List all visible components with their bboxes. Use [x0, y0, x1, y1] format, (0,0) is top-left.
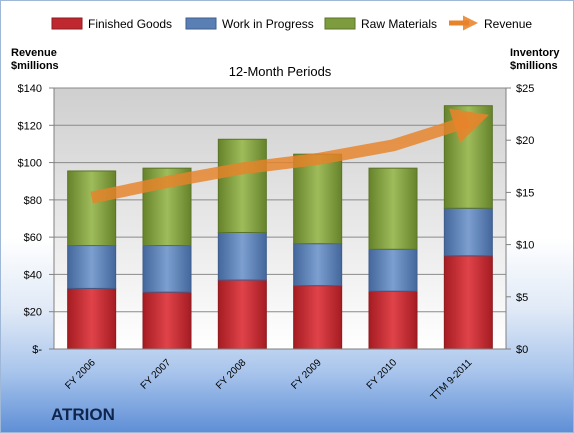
left-tick-label: $40 [24, 269, 42, 281]
left-axis-title-line2: $millions [11, 60, 59, 72]
x-tick-label: FY 2010 [365, 357, 400, 392]
legend-swatch-work-in-progress [185, 17, 217, 30]
right-axis-title-line2: $millions [510, 60, 558, 72]
legend: Finished Goods Work in Progress Raw Mate… [51, 15, 532, 31]
right-tick-label: $15 [516, 187, 534, 199]
right-tick-label: $5 [516, 292, 528, 304]
legend-swatch-raw-materials [324, 17, 356, 30]
legend-label-finished-goods: Finished Goods [88, 17, 172, 31]
bar-work-in-progress [443, 207, 493, 257]
right-tick-label: $10 [516, 240, 534, 252]
bar-raw-materials [67, 170, 117, 247]
right-tick-label: $20 [516, 135, 534, 147]
bar-finished-goods [142, 291, 192, 350]
bar-raw-materials [368, 167, 418, 250]
company-name: ATRION [51, 405, 115, 424]
revenue-line [90, 108, 489, 204]
legend-label-raw-materials: Raw Materials [361, 17, 437, 31]
bar-layer [67, 105, 493, 350]
chart-title: 12-Month Periods [229, 64, 332, 79]
revenue-line-layer [90, 108, 489, 204]
left-tick-label: $- [32, 344, 42, 356]
x-tick-label: FY 2009 [289, 357, 324, 392]
x-tick-label: FY 2008 [214, 357, 249, 392]
legend-label-work-in-progress: Work in Progress [222, 17, 314, 31]
bar-work-in-progress [217, 231, 267, 281]
right-axis-title-line1: Inventory [510, 47, 560, 59]
right-tick-label: $25 [516, 83, 534, 95]
bar-work-in-progress [67, 245, 117, 289]
left-tick-label: $120 [18, 120, 42, 132]
x-tick-label: TTM 9-2011 [429, 357, 475, 403]
legend-swatch-finished-goods [51, 17, 83, 30]
bar-finished-goods [293, 285, 343, 350]
bar-raw-materials [217, 138, 267, 233]
bar-finished-goods [67, 287, 117, 350]
left-tick-label: $100 [18, 158, 42, 170]
left-tick-label: $20 [24, 307, 42, 319]
bar-work-in-progress [293, 243, 343, 287]
left-tick-label: $80 [24, 195, 42, 207]
bar-finished-goods [443, 255, 493, 350]
bar-finished-goods [217, 279, 267, 350]
x-tick-label: FY 2007 [139, 357, 174, 392]
bar-work-in-progress [142, 245, 192, 293]
bar-raw-materials [293, 153, 343, 245]
right-tick-label: $0 [516, 344, 528, 356]
left-tick-label: $60 [24, 232, 42, 244]
bar-finished-goods [368, 290, 418, 350]
bar-work-in-progress [368, 248, 418, 292]
x-tick-label: FY 2006 [63, 357, 98, 392]
left-axis-title-line1: Revenue [11, 47, 57, 59]
left-tick-label: $140 [18, 83, 42, 95]
legend-label-revenue: Revenue [484, 17, 532, 31]
